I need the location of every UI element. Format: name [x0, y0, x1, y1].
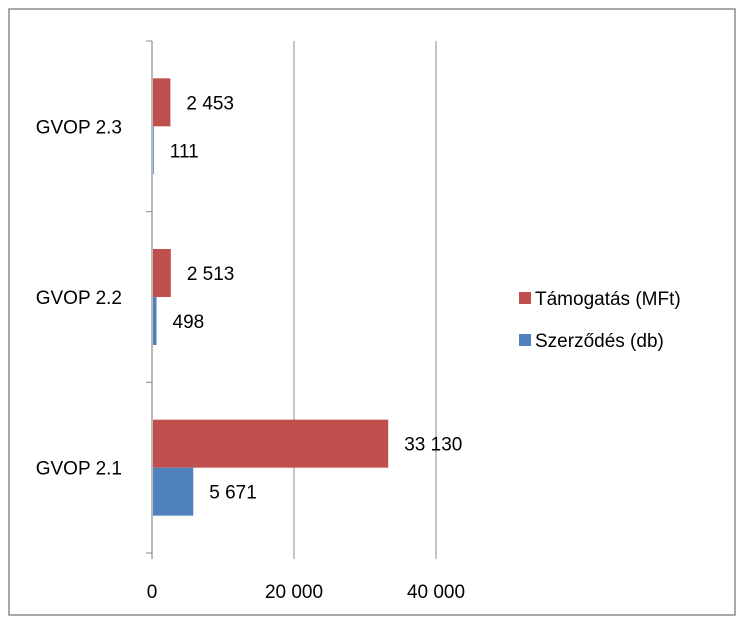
- category-label: GVOP 2.3: [36, 117, 122, 138]
- legend-swatch: [519, 334, 531, 346]
- x-tick-label: 20 000: [265, 582, 323, 603]
- legend-label: Támogatás (MFt): [535, 289, 681, 310]
- x-tick-label: 0: [147, 582, 158, 603]
- category-label: GVOP 2.1: [36, 459, 122, 480]
- data-label: 111: [170, 141, 199, 162]
- data-label: 498: [173, 312, 205, 333]
- bar-szerzodes: [153, 126, 154, 175]
- grid: [293, 41, 437, 553]
- axes: 0 20 000 40 000 GVOP 2.1 GVOP 2.2 GVOP 2.3: [36, 40, 465, 603]
- bar-tamogatas: [153, 419, 389, 468]
- data-label: 2 513: [187, 264, 235, 285]
- bar-szerzodes: [153, 467, 194, 516]
- bar-szerzodes: [153, 297, 157, 345]
- data-labels: 33 130 5 671 2 513 498 2 453 111: [170, 93, 463, 503]
- bar-tamogatas: [153, 78, 171, 127]
- legend: Támogatás (MFt) Szerződés (db): [519, 289, 681, 352]
- legend-label: Szerződés (db): [535, 331, 664, 352]
- data-label: 2 453: [186, 93, 234, 114]
- bars: [153, 78, 389, 516]
- bar-tamogatas: [153, 249, 171, 297]
- data-label: 5 671: [209, 483, 257, 504]
- data-label: 33 130: [404, 435, 462, 456]
- category-label: GVOP 2.2: [36, 288, 122, 309]
- x-tick-label: 40 000: [407, 582, 465, 603]
- legend-swatch: [519, 292, 531, 304]
- chart-frame: [8, 8, 736, 616]
